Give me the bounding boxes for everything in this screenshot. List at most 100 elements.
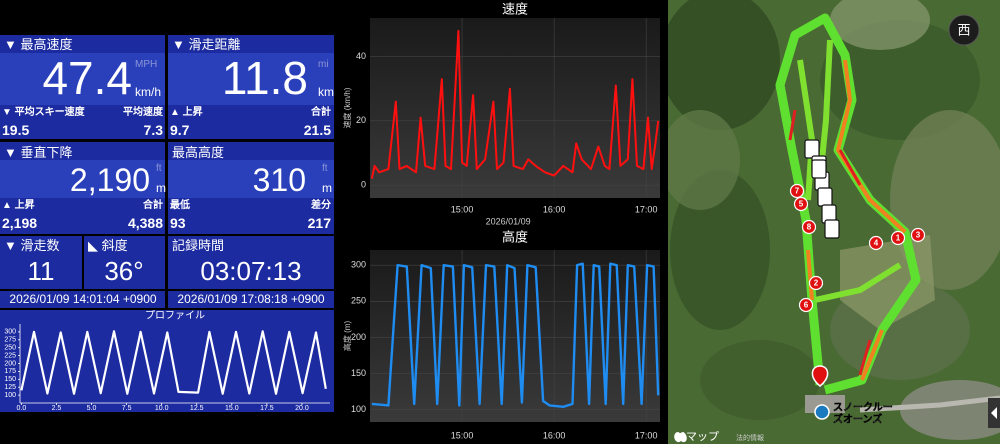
stat-value-box [0,53,165,105]
stat-subvalue: 19.5 [2,122,30,138]
stat-subvalue: 9.7 [170,122,190,138]
stat-sublabel: 合計 [143,200,163,211]
map-terrain [668,0,780,130]
run-marker [808,275,824,291]
start-pin [811,365,829,387]
y-tick-label: 200 [351,332,366,342]
side-tab-arrow [991,407,997,419]
map-clearing [840,235,935,330]
map-terrain [830,0,930,50]
track-fast [806,59,907,381]
place-label: ズオーンズ [833,413,882,426]
run-marker [789,183,805,199]
place-icon [814,404,830,420]
place-label: スノークルー [833,402,893,414]
x-tick-label: 15:00 [451,204,474,214]
stat-subvalue: 7.3 [143,122,163,138]
map-terrain [668,110,740,210]
map-terrain [890,110,1000,290]
chart-title: 高度 [502,229,528,244]
track [797,39,902,303]
stat-cell [0,291,165,308]
stat-label: 最高高度 [172,145,225,160]
stat-subvalue: 21.5 [303,122,331,138]
map-building [805,395,845,413]
unit-alt: ft [322,163,328,174]
unit: m [156,181,166,195]
stat-value: 47.4 [42,52,132,104]
stat-cell [0,310,334,412]
unit-alt: MPH [135,59,158,70]
map-road [859,395,1000,413]
map-attribution: マップ [686,430,719,443]
stat-subvalue: 217 [307,215,331,231]
unit: km [318,85,334,99]
stat-sublabel: 最低 [170,200,190,211]
run-marker [798,297,814,313]
run-marker-label: 5 [799,200,804,209]
run-marker-label: 3 [916,231,921,240]
stat-value: 36° [104,256,144,286]
lift-icon [811,155,827,175]
stat-value-box [168,53,334,105]
run-marker [801,219,817,235]
unit-alt: mi [318,59,329,70]
map-terrain [700,340,820,420]
stat-value: 2,190 [69,162,150,198]
y-tick-label: 150 [351,368,366,378]
lift-icon [804,139,820,159]
stat-sublabel: ▲ 上昇 [2,200,35,211]
stat-label: ▼ 滑走数 [4,238,60,253]
apple-logo [674,432,687,443]
lift-icon [824,219,840,239]
compass-label: 西 [957,22,970,37]
run-marker [910,227,926,243]
stat-value-box [0,160,165,198]
stat-sublabel: ▲ 上昇 [170,107,203,118]
run-marker-label: 6 [804,301,809,310]
run-marker-label: 8 [807,223,812,232]
lift-icon [811,159,827,179]
stat-sublabel: 合計 [311,107,331,118]
y-tick-label: 100 [351,404,366,414]
x-tick-label: 17:00 [635,430,658,440]
stat-value: 310 [252,162,306,198]
lift-icon [814,171,830,191]
compass [948,14,980,46]
stat-value: 11.8 [221,52,308,104]
stat-subvalue: 4,388 [127,215,163,231]
stat-label: ▼ 滑走距離 [172,37,241,52]
unit: m [322,181,332,195]
x-date-label: 2026/01/09 [486,216,531,226]
x-tick-label: 16:00 [543,204,566,214]
stat-label: ◣ 斜度 [88,238,128,253]
stat-value-box [168,160,334,198]
start-time: 2026/01/09 14:01:04 +0900 [9,292,157,306]
map-bg [668,0,1000,444]
lift-icon [817,187,833,207]
run-marker-label: 4 [874,239,879,248]
stat-subvalue: 93 [170,215,186,231]
map-terrain [820,20,980,140]
stat-sublabel: ▼ 平均スキー速度 [2,107,85,118]
data-line [370,29,660,179]
map-terrain [670,170,770,330]
run-marker [890,230,906,246]
lift-icon [821,204,837,224]
unit-alt: ft [156,163,162,174]
stat-cell [84,236,165,289]
chart-title: 速度 [502,1,528,16]
stat-label: ▼ 垂直下降 [4,145,73,160]
run-marker [868,235,884,251]
stat-cell [0,236,82,289]
run-marker-label: 2 [814,279,819,288]
stat-sublabel: 差分 [311,200,331,211]
track [775,13,921,395]
plot-area [370,250,660,422]
stat-label: 記録時間 [172,238,225,253]
map-terrain [900,380,1000,440]
side-tab [988,398,1000,428]
stat-cell [168,291,334,308]
